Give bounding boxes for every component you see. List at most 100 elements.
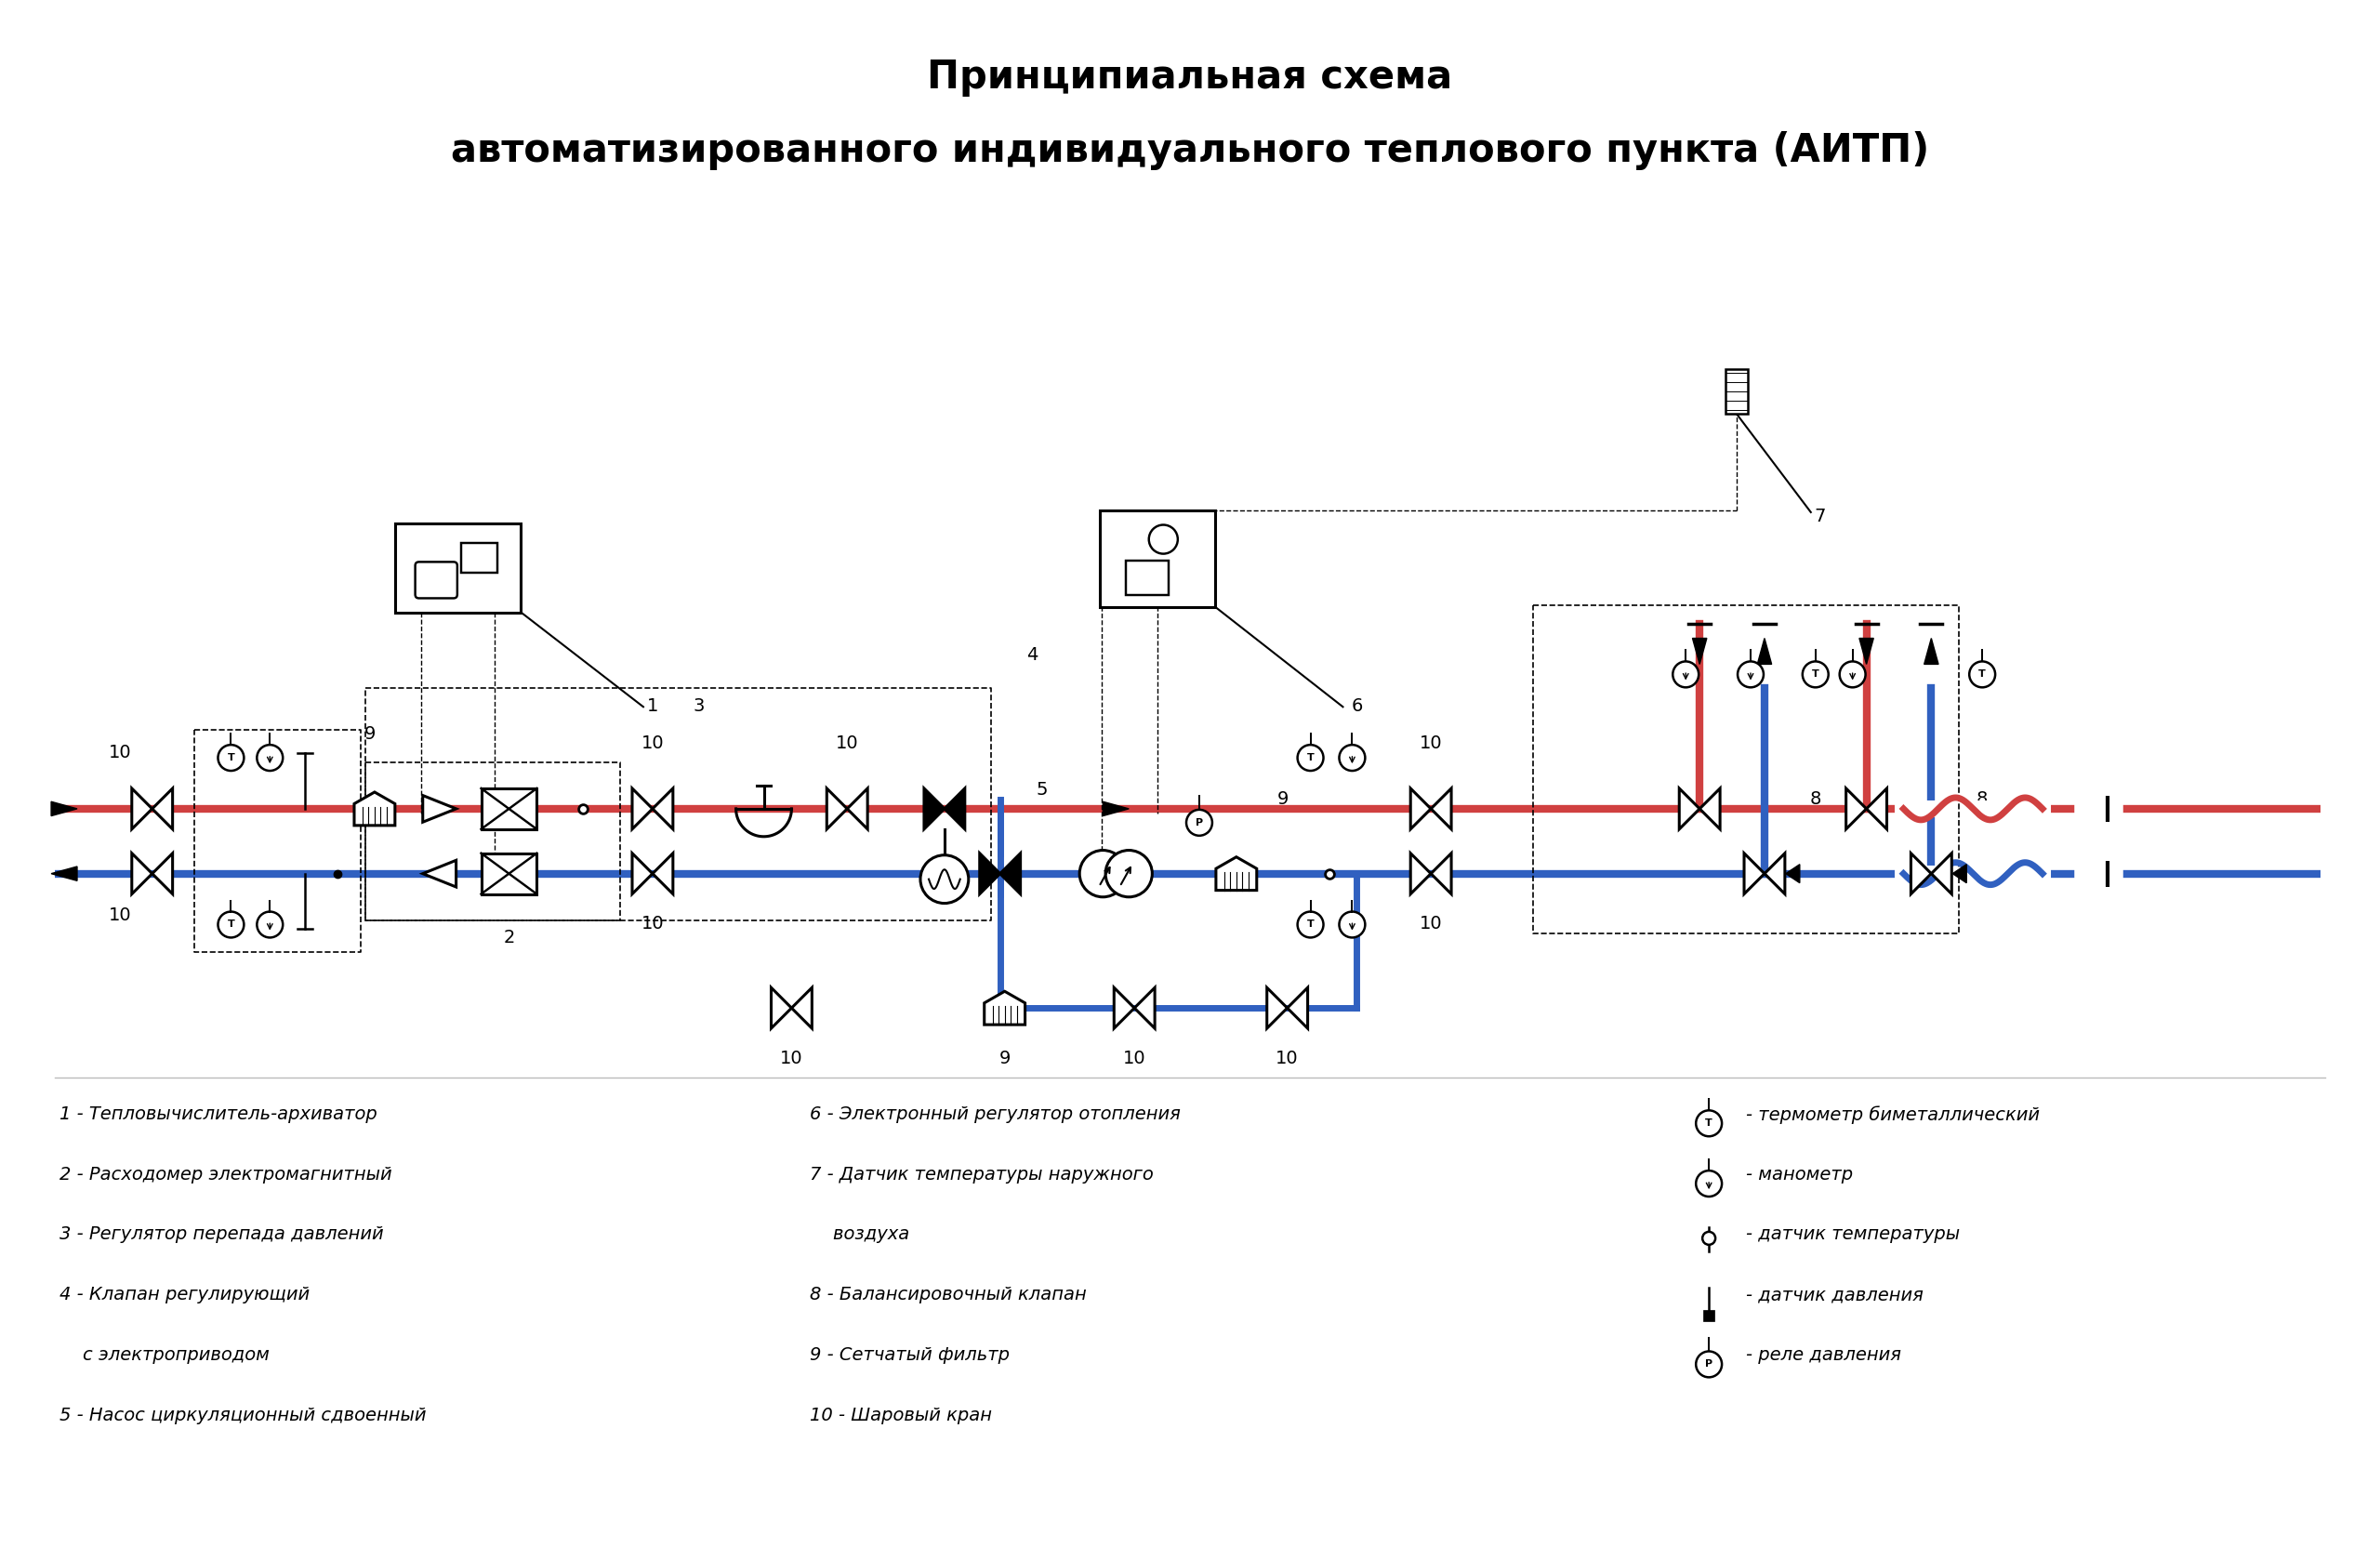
Polygon shape (652, 788, 674, 829)
Text: 10: 10 (1418, 735, 1442, 752)
Polygon shape (1692, 638, 1706, 665)
Polygon shape (1911, 854, 1930, 894)
Circle shape (1340, 745, 1366, 771)
Text: 6: 6 (1352, 698, 1361, 715)
Polygon shape (1866, 788, 1887, 829)
Text: - датчик температуры: - датчик температуры (1747, 1225, 1959, 1244)
Polygon shape (652, 854, 674, 894)
Text: T: T (1706, 1119, 1714, 1129)
Text: 10: 10 (640, 735, 664, 752)
Text: 5 - Насос циркуляционный сдвоенный: 5 - Насос циркуляционный сдвоенный (60, 1406, 426, 1424)
Circle shape (1297, 745, 1323, 771)
Polygon shape (633, 854, 652, 894)
Text: 10: 10 (781, 1049, 802, 1068)
Text: 4: 4 (1026, 646, 1038, 665)
Text: 7: 7 (1814, 507, 1825, 524)
Polygon shape (481, 788, 538, 829)
Circle shape (219, 745, 243, 771)
Polygon shape (52, 802, 76, 816)
FancyBboxPatch shape (414, 562, 457, 598)
Text: с электроприводом: с электроприводом (60, 1346, 269, 1364)
Polygon shape (633, 788, 652, 829)
Text: 9 - Сетчатый фильтр: 9 - Сетчатый фильтр (809, 1346, 1009, 1364)
Polygon shape (1923, 638, 1937, 665)
Text: 3 - Регулятор перепада давлений: 3 - Регулятор перепада давлений (60, 1225, 383, 1244)
Circle shape (1702, 1232, 1716, 1244)
Polygon shape (1135, 988, 1154, 1029)
Text: автоматизированного индивидуального теплового пункта (АИТП): автоматизированного индивидуального тепл… (450, 131, 1930, 170)
Text: 10: 10 (109, 905, 131, 924)
Polygon shape (1126, 560, 1169, 595)
Text: T: T (1978, 670, 1985, 679)
Polygon shape (481, 854, 538, 894)
Polygon shape (1000, 854, 1021, 894)
Text: 5: 5 (1035, 780, 1047, 799)
Polygon shape (131, 854, 152, 894)
Text: 10: 10 (1276, 1049, 1299, 1068)
Polygon shape (1930, 854, 1952, 894)
Polygon shape (355, 791, 395, 826)
Text: - термометр биметаллический: - термометр биметаллический (1747, 1105, 2040, 1124)
Polygon shape (1114, 988, 1135, 1029)
Polygon shape (424, 796, 457, 823)
Circle shape (1185, 810, 1211, 835)
Polygon shape (771, 988, 793, 1029)
Text: 10: 10 (1418, 915, 1442, 933)
Text: 1 - Тепловычислитель-архиватор: 1 - Тепловычислитель-архиватор (60, 1105, 378, 1122)
Text: 7 - Датчик температуры наружного: 7 - Датчик температуры наружного (809, 1166, 1154, 1183)
Circle shape (1673, 662, 1699, 687)
Text: 9: 9 (364, 726, 376, 743)
Polygon shape (1266, 988, 1288, 1029)
Polygon shape (1726, 370, 1747, 414)
Text: 4 - Клапан регулирующий: 4 - Клапан регулирующий (60, 1286, 309, 1303)
Text: Принципиальная схема: Принципиальная схема (928, 58, 1452, 97)
Text: - манометр: - манометр (1747, 1166, 1854, 1183)
Polygon shape (1756, 638, 1771, 665)
Text: 3: 3 (693, 698, 704, 715)
Polygon shape (847, 788, 869, 829)
Text: 9: 9 (1278, 790, 1288, 809)
Polygon shape (1847, 788, 1866, 829)
Text: T: T (228, 752, 236, 762)
Circle shape (1081, 851, 1126, 898)
Circle shape (1802, 662, 1828, 687)
Polygon shape (1100, 510, 1216, 607)
Polygon shape (793, 988, 812, 1029)
Polygon shape (1102, 802, 1128, 816)
Polygon shape (1411, 788, 1430, 829)
Polygon shape (1699, 788, 1721, 829)
Circle shape (1150, 524, 1178, 554)
Text: - датчик давления: - датчик давления (1747, 1286, 1923, 1303)
Text: 10 - Шаровый кран: 10 - Шаровый кран (809, 1406, 992, 1424)
Polygon shape (152, 854, 174, 894)
Text: 10: 10 (109, 745, 131, 762)
Polygon shape (1764, 854, 1785, 894)
Polygon shape (462, 543, 497, 573)
Circle shape (1697, 1110, 1721, 1136)
Polygon shape (1859, 638, 1873, 665)
Polygon shape (1680, 788, 1699, 829)
Polygon shape (1216, 857, 1257, 890)
Text: 9: 9 (1000, 1049, 1012, 1068)
Text: T: T (1307, 919, 1314, 929)
Polygon shape (395, 523, 521, 612)
Text: 10: 10 (1123, 1049, 1145, 1068)
Polygon shape (981, 854, 1000, 894)
Text: 8: 8 (1809, 790, 1821, 809)
Polygon shape (131, 788, 152, 829)
Polygon shape (424, 860, 457, 887)
Text: 10: 10 (835, 735, 859, 752)
Text: T: T (228, 919, 236, 929)
Polygon shape (985, 991, 1026, 1024)
Polygon shape (826, 788, 847, 829)
Circle shape (1340, 912, 1366, 938)
Circle shape (257, 745, 283, 771)
Polygon shape (152, 788, 174, 829)
Circle shape (219, 912, 243, 938)
Circle shape (1968, 662, 1994, 687)
Circle shape (1104, 851, 1152, 898)
Circle shape (921, 855, 969, 904)
Text: воздуха: воздуха (809, 1225, 909, 1244)
Text: 2 - Расходомер электромагнитный: 2 - Расходомер электромагнитный (60, 1166, 393, 1183)
Text: T: T (1811, 670, 1818, 679)
